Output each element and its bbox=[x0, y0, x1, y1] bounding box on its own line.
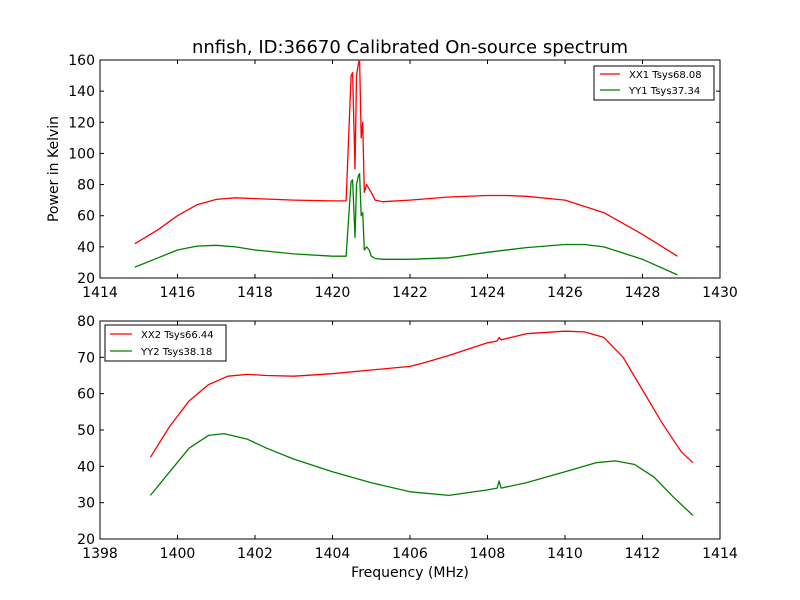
top-y-tick-label: 20 bbox=[77, 271, 95, 287]
bottom-y-tick-label: 70 bbox=[77, 350, 95, 366]
bottom-x-tick-label: 1408 bbox=[470, 546, 506, 562]
bottom-legend-label-xx2: XX2 Tsys66.44 bbox=[141, 330, 214, 341]
top-x-tick-label: 1414 bbox=[82, 285, 118, 301]
top-legend-label-yy1: YY1 Tsys37.34 bbox=[628, 86, 700, 97]
top-legend-label-xx1: XX1 Tsys68.08 bbox=[629, 70, 702, 81]
bottom-panel: 1398 1400 1402 1404 1406 1408 1410 1412 1414 20 3… bbox=[77, 314, 738, 581]
top-y-tick-label: 40 bbox=[77, 240, 95, 256]
bottom-y-tick-label: 50 bbox=[77, 423, 95, 439]
bottom-x-tick-label: 1400 bbox=[160, 546, 196, 562]
top-y-tick-label: 100 bbox=[68, 146, 95, 162]
bottom-x-tick-label: 1402 bbox=[237, 546, 273, 562]
top-legend: XX1 Tsys68.08 YY1 Tsys37.34 bbox=[593, 65, 715, 101]
bottom-y-tick-label: 80 bbox=[77, 314, 95, 330]
bottom-legend-box bbox=[104, 324, 227, 362]
bottom-x-tick-label: 1404 bbox=[315, 546, 351, 562]
figure-title: nnfish, ID:36670 Calibrated On-source sp… bbox=[192, 37, 628, 58]
bottom-y-tick-label: 20 bbox=[77, 532, 95, 548]
bottom-x-tick-label: 1412 bbox=[625, 546, 661, 562]
top-legend-box bbox=[593, 65, 715, 101]
bottom-legend: XX2 Tsys66.44 YY2 Tsys38.18 bbox=[104, 324, 227, 362]
top-panel: 1414 1416 1418 1420 1422 1424 1426 1428 1430 20 4… bbox=[46, 53, 738, 301]
bottom-y-tick-label: 30 bbox=[77, 496, 95, 512]
bottom-legend-label-yy2: YY2 Tsys38.18 bbox=[140, 347, 212, 358]
top-x-ticks: 1414 1416 1418 1420 1422 1424 1426 1428 1430 bbox=[82, 60, 738, 301]
top-x-tick-label: 1422 bbox=[392, 285, 428, 301]
series-line-yy1-tsys37-34 bbox=[134, 173, 678, 276]
top-x-tick-label: 1420 bbox=[315, 285, 351, 301]
top-x-tick-label: 1428 bbox=[625, 285, 661, 301]
series-line-yy2-tsys38-18 bbox=[149, 432, 694, 516]
bottom-x-tick-label: 1398 bbox=[82, 546, 118, 562]
bottom-y-ticks: 20 30 40 50 60 70 80 bbox=[77, 314, 720, 548]
top-y-tick-label: 120 bbox=[68, 115, 95, 131]
bottom-x-tick-label: 1410 bbox=[547, 546, 583, 562]
top-x-tick-label: 1430 bbox=[702, 285, 738, 301]
top-x-tick-label: 1416 bbox=[160, 285, 196, 301]
top-x-tick-label: 1424 bbox=[470, 285, 506, 301]
bottom-x-tick-label: 1406 bbox=[392, 546, 428, 562]
bottom-x-axis-label: Frequency (MHz) bbox=[351, 565, 469, 581]
top-y-tick-label: 140 bbox=[68, 84, 95, 100]
top-series-lines bbox=[134, 59, 678, 276]
top-y-tick-label: 80 bbox=[77, 178, 95, 194]
series-line-xx2-tsys66-44 bbox=[149, 330, 694, 464]
bottom-x-ticks: 1398 1400 1402 1404 1406 1408 1410 1412 1414 bbox=[82, 321, 738, 562]
bottom-series-lines bbox=[149, 330, 694, 516]
series-line-xx1-tsys68-08 bbox=[134, 59, 678, 257]
top-x-tick-label: 1418 bbox=[237, 285, 273, 301]
bottom-y-tick-label: 60 bbox=[77, 387, 95, 403]
bottom-y-tick-label: 40 bbox=[77, 459, 95, 475]
bottom-x-tick-label: 1414 bbox=[702, 546, 738, 562]
top-x-tick-label: 1426 bbox=[547, 285, 583, 301]
top-y-tick-label: 160 bbox=[68, 53, 95, 69]
top-y-tick-label: 60 bbox=[77, 209, 95, 225]
top-y-axis-label: Power in Kelvin bbox=[46, 116, 62, 222]
top-y-ticks: 20 40 60 80 100 120 140 160 bbox=[68, 53, 720, 287]
